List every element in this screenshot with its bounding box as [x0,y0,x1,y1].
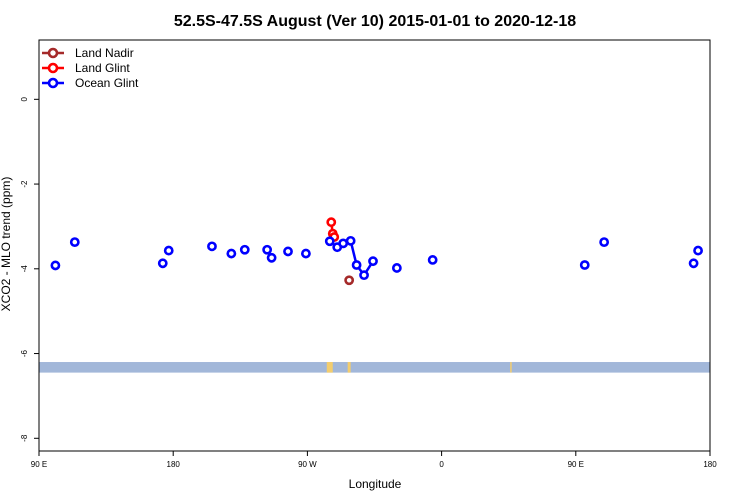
ocean-glint-point [163,245,174,256]
x-tick-label: 90 E [31,460,47,469]
series-points [50,217,703,286]
x-axis-label: Longitude [349,477,402,491]
ocean-glint-point [351,260,362,270]
legend-label-ocean-glint: Ocean Glint [75,76,139,90]
ocean-glint-point [301,248,311,259]
y-tick-label: 0 [20,97,29,102]
legend-marker-ocean-glint [47,77,59,89]
ocean-glint-point [283,246,293,257]
ocean-glint-point [345,235,356,246]
ocean-glint-point [368,256,378,267]
y-axis: 0 -2 -4 -6 -8 [20,97,39,442]
land-patch [326,362,333,373]
land-nadir-point [344,275,355,286]
ocean-glint-point [207,241,217,252]
legend-label-land-nadir: Land Nadir [75,46,134,60]
ocean-glint-point [338,238,349,249]
land-patch [510,362,512,373]
plot-frame [38,39,711,452]
ocean-glint-point [266,252,277,263]
ocean-glint-point [359,270,369,281]
x-tick-label: 180 [703,460,717,469]
x-tick-label: 0 [439,460,444,469]
ocean-glint-point [69,237,80,248]
land-glint-point [326,217,337,228]
ocean-band [39,362,710,373]
ocean-glint-point [599,237,610,248]
legend-marker-land-nadir [47,47,59,59]
legend-label-land-glint: Land Glint [75,61,130,75]
ocean-glint-point [391,263,402,273]
land-patch [347,362,351,373]
ocean-glint-point [427,255,438,265]
ocean-glint-point [262,244,273,255]
ocean-glint-point [226,248,237,259]
ocean-glint-point [239,244,250,255]
x-tick-label: 180 [167,460,181,469]
ocean-glint-point [688,258,699,269]
ocean-glint-point [157,258,168,269]
y-tick-label: -4 [20,265,29,273]
ocean-glint-point [579,260,590,270]
y-tick-label: -6 [20,349,29,357]
y-tick-label: -2 [20,180,29,188]
legend-marker-land-glint [47,62,59,74]
y-tick-label: -8 [20,434,29,442]
x-tick-label: 90 W [298,460,317,469]
map-strip [39,362,710,373]
ocean-glint-point [50,260,61,271]
ocean-glint-point [693,245,703,256]
ocean-glint-point [324,236,335,247]
y-axis-label: XCO2 - MLO trend (ppm) [0,177,13,312]
x-axis: 90 E 180 90 W 0 90 E 180 [31,451,717,469]
x-tick-label: 90 E [568,460,584,469]
chart-title: 52.5S-47.5S August (Ver 10) 2015-01-01 t… [174,13,576,30]
